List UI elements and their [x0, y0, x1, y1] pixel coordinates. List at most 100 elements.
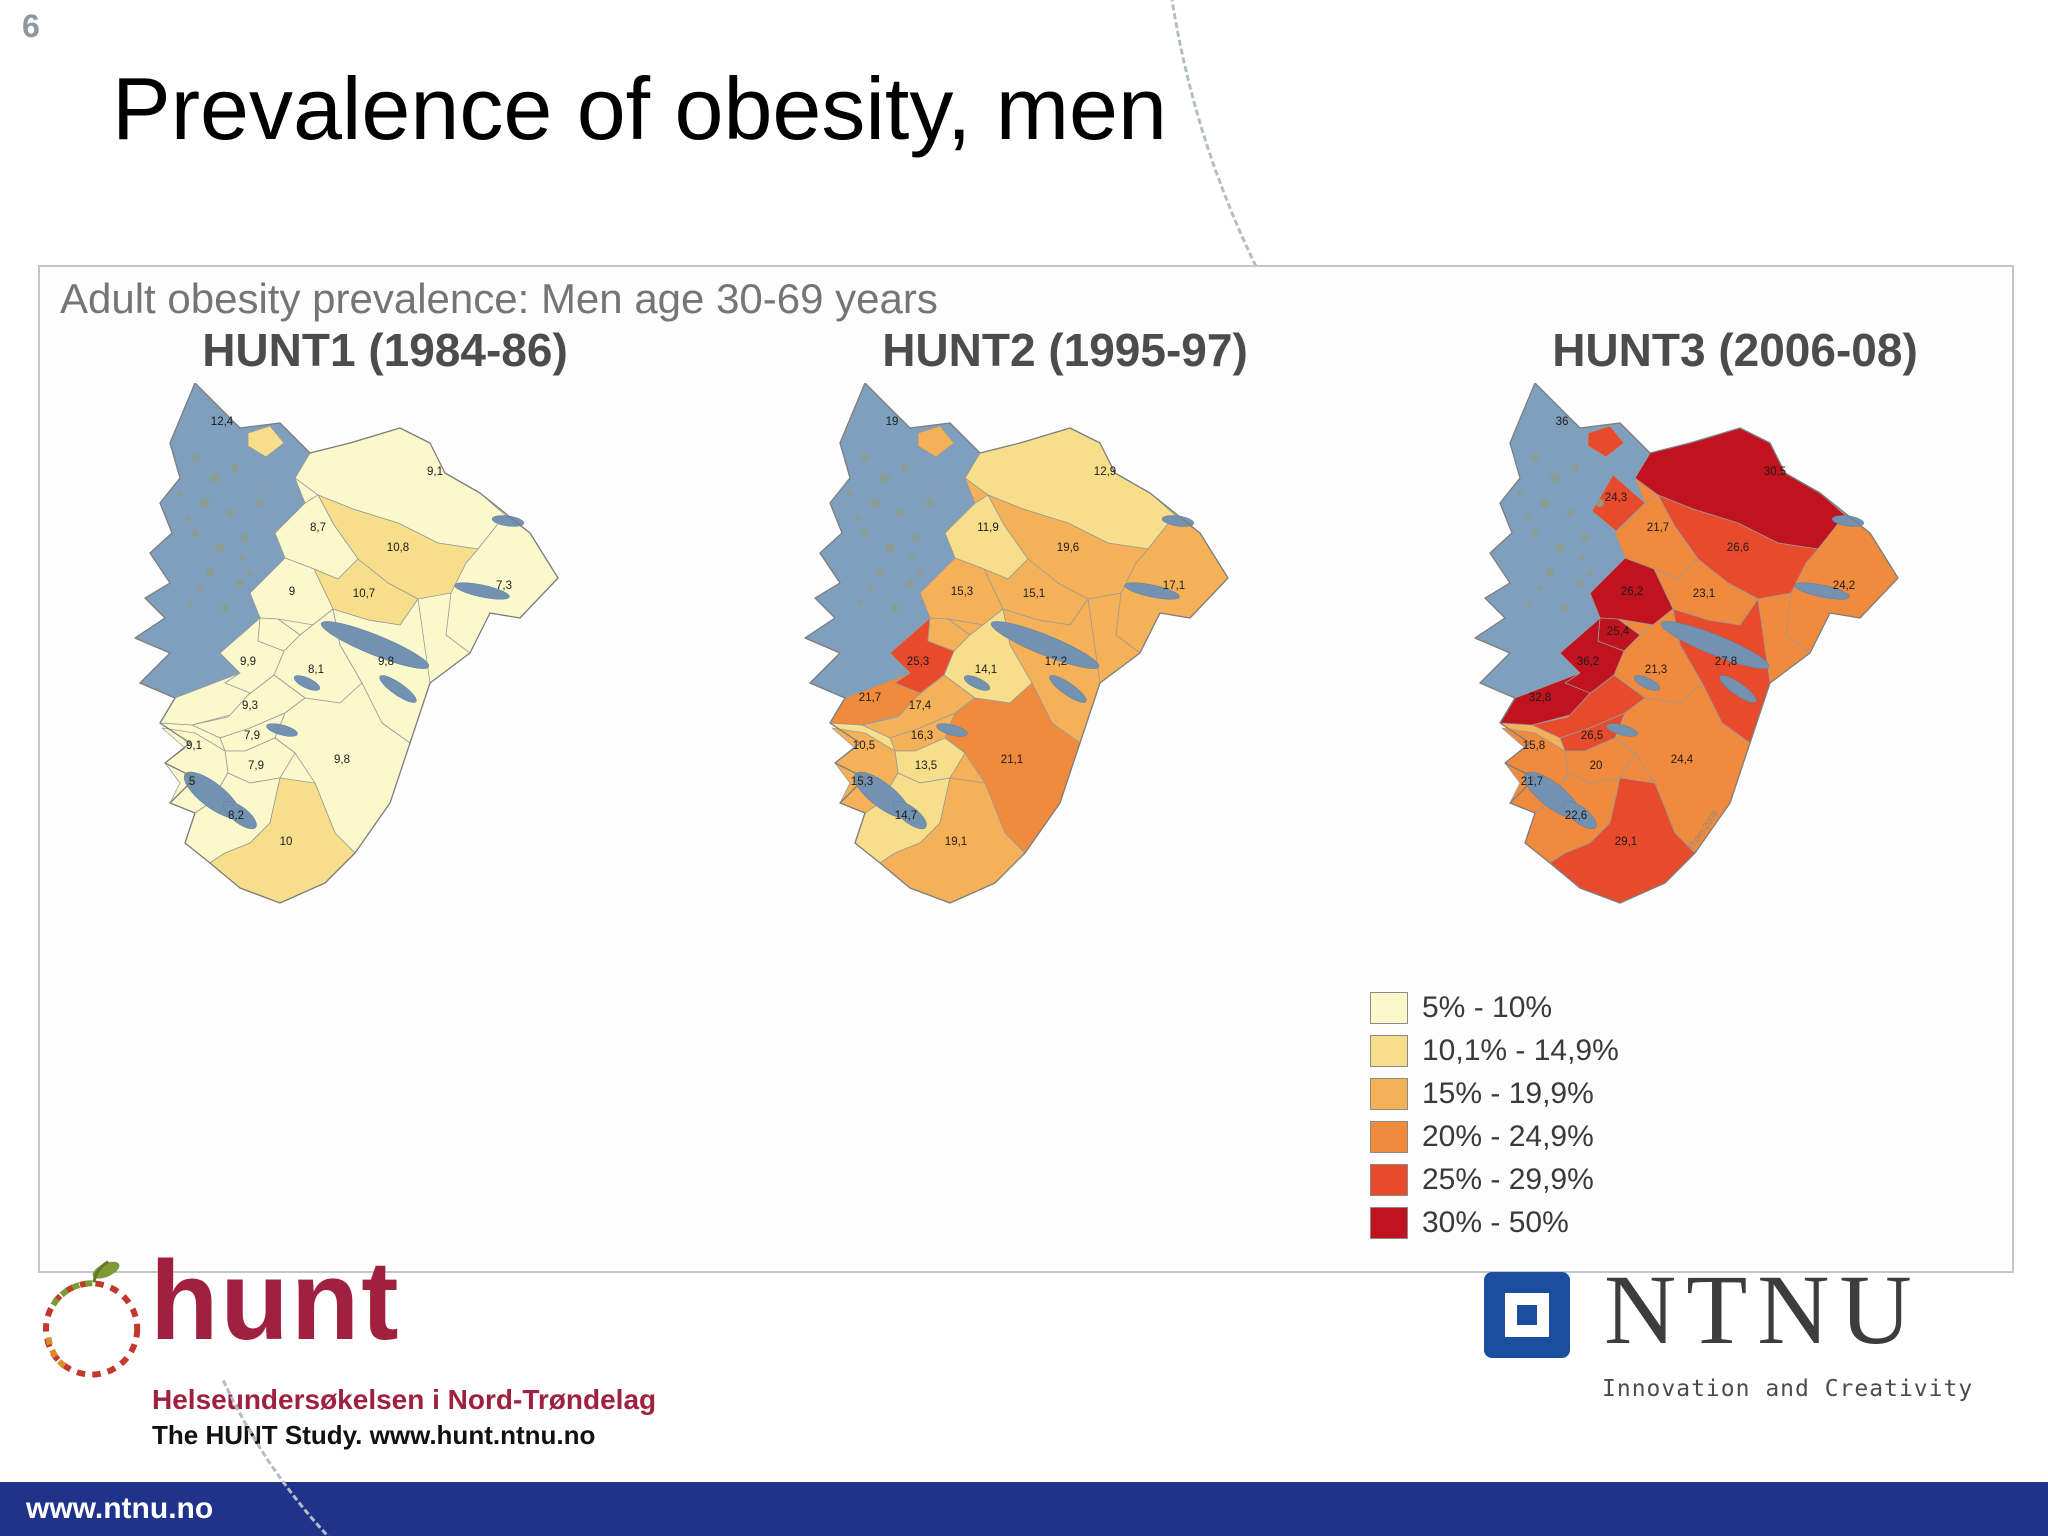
- island-speck: [1550, 473, 1560, 483]
- region-value-label: 9,9: [240, 656, 256, 668]
- map-region-r19: [251, 474, 306, 532]
- region-value-label: 23,1: [1693, 588, 1715, 600]
- island-speck: [867, 585, 873, 591]
- legend-swatch: [1370, 992, 1408, 1024]
- lake-shape: [379, 675, 417, 703]
- island-speck: [1576, 579, 1584, 587]
- island-speck: [239, 555, 245, 561]
- legend-swatch: [1370, 1207, 1408, 1239]
- island-speck: [1546, 569, 1554, 577]
- legend-swatch: [1370, 1078, 1408, 1110]
- lake-shape: [990, 621, 1100, 669]
- map-svg-hunt2: 19 12,9 19,6 11,9 15,1 15,3 17,1 25,3 17,2 14,1 17…: [804, 382, 1229, 904]
- legend-item: 20% - 24,9%: [1370, 1120, 1619, 1154]
- lake-shape: [266, 723, 298, 737]
- region-value-label: 24,2: [1833, 580, 1855, 592]
- island-speck: [1596, 499, 1604, 507]
- map-title-hunt1: HUNT1 (1984-86): [202, 324, 568, 376]
- island-speck: [226, 509, 234, 517]
- region-value-label: 5: [189, 776, 195, 788]
- legend-item: 5% - 10%: [1370, 991, 1619, 1025]
- region-value-label: 17,2: [1045, 656, 1067, 668]
- region-value-label: 8,7: [310, 522, 326, 534]
- island-speck: [1587, 570, 1593, 576]
- island-speck: [911, 534, 919, 542]
- island-speck: [191, 529, 199, 537]
- map-hunt1: 12,4 9,1 10,8 8,7 10,7 9 7,3 9,9 9,8 8,1 9,3 7,9 9,1…: [100, 382, 570, 923]
- island-speck: [926, 499, 934, 507]
- region-value-label: 15,3: [851, 776, 873, 788]
- map-svg-hunt3: 36 30,5 26,6 21,7 23,1 26,2 24,2 36,2 27,8 21,3 26…: [1474, 382, 1899, 904]
- map-title-hunt2: HUNT2 (1995-97): [882, 324, 1248, 376]
- legend-label: 5% - 10%: [1422, 991, 1553, 1024]
- legend-label: 30% - 50%: [1422, 1206, 1569, 1239]
- island-speck: [1525, 515, 1531, 521]
- island-speck: [206, 569, 214, 577]
- legend-item: 30% - 50%: [1370, 1206, 1619, 1240]
- region-value-label: 21,1: [1001, 754, 1023, 766]
- lake-shape: [936, 723, 968, 737]
- region-value-label: 12,9: [1094, 466, 1116, 478]
- content-panel: Adult obesity prevalence: Men age 30-69 …: [38, 265, 2014, 1273]
- lake-shape: [1794, 582, 1850, 600]
- island-speck: [1561, 604, 1569, 612]
- island-speck: [885, 543, 895, 553]
- region-value-label: 10,8: [387, 542, 409, 554]
- map-title-hunt3: HUNT3 (2006-08): [1552, 324, 1918, 376]
- map-svg-hunt1: 12,4 9,1 10,8 8,7 10,7 9 7,3 9,9 9,8 8,1 9,3 7,9 9,1…: [134, 382, 559, 904]
- region-value-label: 9,3: [242, 700, 258, 712]
- island-speck: [1571, 464, 1579, 472]
- legend-swatch: [1370, 1164, 1408, 1196]
- region-value-label: 9,8: [378, 656, 394, 668]
- legend-label: 10,1% - 14,9%: [1422, 1034, 1619, 1067]
- island-speck: [870, 498, 880, 508]
- lake-shape: [1049, 675, 1087, 703]
- region-value-label: 15,1: [1023, 588, 1045, 600]
- lake-shape: [1660, 621, 1770, 669]
- island-speck: [917, 570, 923, 576]
- lake-shape: [1719, 675, 1757, 703]
- island-speck: [215, 543, 225, 553]
- ntnu-wordmark: NTNU: [1604, 1254, 1922, 1365]
- region-value-label: 19,1: [945, 836, 967, 848]
- region-value-label: 15,3: [951, 586, 973, 598]
- lake-shape: [1633, 675, 1661, 691]
- island-speck: [1517, 490, 1523, 496]
- lake-shape: [1124, 582, 1180, 600]
- island-speck: [847, 490, 853, 496]
- island-speck: [256, 499, 264, 507]
- map-region-r19: [921, 474, 976, 532]
- island-speck: [241, 534, 249, 542]
- legend-item: 10,1% - 14,9%: [1370, 1034, 1619, 1068]
- legend-label: 25% - 29,9%: [1422, 1163, 1594, 1196]
- region-value-label: 10,5: [853, 740, 875, 752]
- island-speck: [221, 604, 229, 612]
- map-region-r20: [927, 617, 971, 652]
- map-region-r22: [247, 425, 285, 458]
- island-speck: [891, 604, 899, 612]
- region-value-label: 21,7: [859, 692, 881, 704]
- region-value-label: 27,8: [1715, 656, 1737, 668]
- legend-item: 25% - 29,9%: [1370, 1163, 1619, 1197]
- panel-heading: Adult obesity prevalence: Men age 30-69 …: [60, 275, 938, 322]
- island-speck: [901, 464, 909, 472]
- region-value-label: 26,5: [1581, 730, 1603, 742]
- island-speck: [1566, 509, 1574, 517]
- island-speck: [857, 600, 863, 606]
- island-speck: [1540, 498, 1550, 508]
- island-speck: [200, 498, 210, 508]
- region-value-label: 15,8: [1523, 740, 1545, 752]
- region-value-label: 8,1: [308, 664, 324, 676]
- ntnu-tagline: Innovation and Creativity: [1602, 1376, 1974, 1402]
- region-value-label: 26,6: [1727, 542, 1749, 554]
- island-speck: [231, 464, 239, 472]
- island-speck: [1531, 529, 1539, 537]
- island-speck: [909, 555, 915, 561]
- lake-shape: [293, 675, 321, 691]
- region-value-label: 19,6: [1057, 542, 1079, 554]
- region-value-label: 7,3: [496, 580, 512, 592]
- legend-swatch: [1370, 1121, 1408, 1153]
- region-value-label: 36,2: [1577, 656, 1599, 668]
- legend-label: 15% - 19,9%: [1422, 1077, 1594, 1110]
- island-speck: [1555, 543, 1565, 553]
